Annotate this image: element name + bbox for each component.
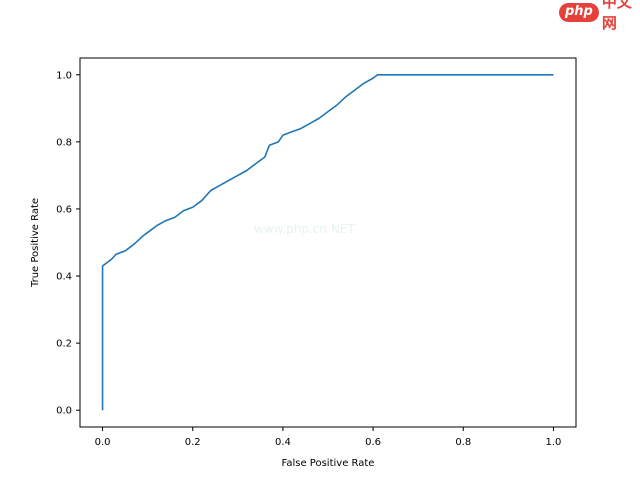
x-tick-label: 1.0 bbox=[546, 437, 562, 448]
x-tick-label: 0.6 bbox=[365, 437, 381, 448]
y-axis-ticks: 0.0 0.2 0.4 0.6 0.8 1.0 bbox=[56, 70, 80, 417]
watermark-center-text: www.php.cn NET bbox=[254, 222, 355, 236]
y-axis-label: True Positive Rate bbox=[30, 198, 41, 288]
watermark-logo-badge: php bbox=[559, 2, 599, 22]
y-tick-label: 0.2 bbox=[56, 339, 72, 350]
x-axis-ticks: 0.0 0.2 0.4 0.6 0.8 1.0 bbox=[95, 427, 562, 448]
x-tick-label: 0.8 bbox=[455, 437, 471, 448]
roc-curve-line bbox=[101, 73, 554, 411]
x-tick-label: 0.0 bbox=[95, 437, 111, 448]
x-tick-label: 0.2 bbox=[185, 437, 201, 448]
watermark-logo: php 中文网 bbox=[559, 0, 640, 32]
plot-area-frame bbox=[79, 57, 577, 428]
y-tick-label: 0.8 bbox=[56, 137, 72, 148]
x-axis-label: False Positive Rate bbox=[282, 458, 375, 469]
y-tick-label: 0.0 bbox=[56, 406, 72, 417]
y-tick-label: 1.0 bbox=[56, 70, 72, 81]
watermark-logo-text: 中文网 bbox=[601, 0, 632, 32]
y-tick-label: 0.6 bbox=[56, 204, 72, 215]
x-tick-label: 0.4 bbox=[275, 437, 291, 448]
y-tick-label: 0.4 bbox=[56, 272, 72, 283]
